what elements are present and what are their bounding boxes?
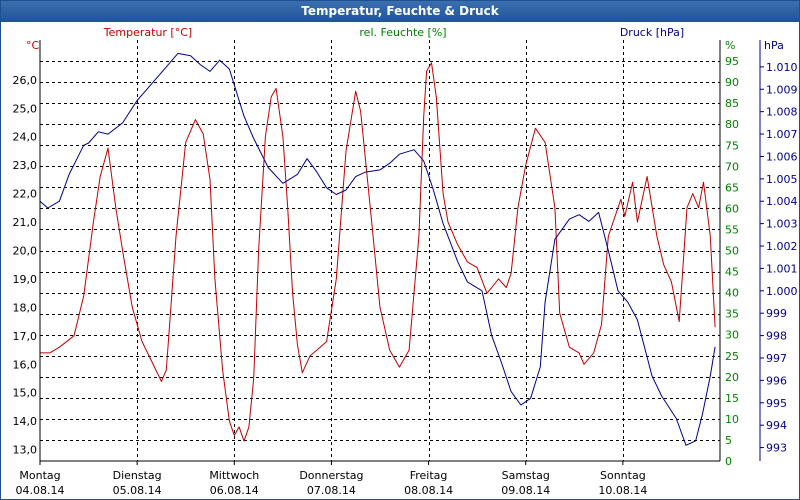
grid-lines	[40, 40, 720, 461]
humidity-tick-label: 35	[725, 308, 739, 321]
pressure-tick-label: 1.008	[766, 106, 798, 119]
humidity-tick-label: 85	[725, 97, 739, 110]
x-tick-day-label: Dienstag	[113, 469, 162, 482]
humidity-tick-label: 60	[725, 202, 739, 215]
temperature-tick-label: 23,0	[13, 159, 38, 172]
pressure-tick-label: 1.002	[766, 240, 798, 253]
pressure-tick-label: 994	[766, 419, 787, 432]
labels-layer: Temperatur [°C] rel. Feuchte [%] Druck […	[13, 26, 798, 497]
temperature-axis-title: Temperatur [°C]	[103, 26, 192, 39]
temperature-tick-label: 19,0	[13, 273, 38, 286]
x-tick-date-label: 06.08.14	[210, 484, 259, 497]
x-tick-day-label: Freitag	[410, 469, 448, 482]
x-tick-date-label: 09.08.14	[501, 484, 550, 497]
pressure-tick-label: 1.001	[766, 262, 798, 275]
humidity-tick-label: 45	[725, 266, 739, 279]
pressure-tick-label: 1.004	[766, 195, 798, 208]
pressure-tick-label: 1.003	[766, 218, 798, 231]
pressure-tick-label: 1.000	[766, 285, 798, 298]
humidity-tick-label: 75	[725, 139, 739, 152]
temperature-tick-label: 14,0	[13, 415, 38, 428]
temperature-tick-label: 21,0	[13, 216, 38, 229]
humidity-tick-label: 80	[725, 118, 739, 131]
humidity-axis-title: rel. Feuchte [%]	[359, 26, 446, 39]
pressure-tick-label: 996	[766, 374, 787, 387]
humidity-tick-label: 95	[725, 55, 739, 68]
x-tick-date-label: 04.08.14	[16, 484, 65, 497]
humidity-unit-label: %	[725, 39, 735, 52]
humidity-tick-label: 70	[725, 160, 739, 173]
x-tick-day-label: Donnerstag	[299, 469, 363, 482]
window-title: Temperatur, Feuchte & Druck	[1, 1, 799, 22]
x-tick-day-label: Samstag	[502, 469, 550, 482]
pressure-tick-label: 1.007	[766, 128, 798, 141]
humidity-tick-label: 55	[725, 223, 739, 236]
series-line-temperature	[40, 62, 716, 442]
humidity-tick-label: 0	[725, 455, 732, 468]
pressure-tick-label: 1.006	[766, 150, 798, 163]
temperature-tick-label: 17,0	[13, 330, 38, 343]
x-tick-day-label: Montag	[19, 469, 60, 482]
temperature-tick-label: 13,0	[13, 444, 38, 457]
x-tick-date-label: 10.08.14	[598, 484, 647, 497]
x-tick-day-label: Mittwoch	[209, 469, 259, 482]
humidity-tick-label: 20	[725, 371, 739, 384]
x-tick-date-label: 08.08.14	[404, 484, 453, 497]
pressure-tick-label: 1.005	[766, 173, 798, 186]
x-tick-date-label: 07.08.14	[307, 484, 356, 497]
pressure-tick-label: 995	[766, 397, 787, 410]
axes-layer	[39, 40, 761, 462]
temperature-tick-label: 24,0	[13, 131, 38, 144]
series-layer	[39, 52, 716, 446]
x-tick-day-label: Sonntag	[600, 469, 646, 482]
x-tick-date-label: 05.08.14	[113, 484, 162, 497]
humidity-tick-label: 5	[725, 434, 732, 447]
temperature-tick-label: 16,0	[13, 358, 38, 371]
pressure-tick-label: 1.010	[766, 61, 798, 74]
humidity-tick-label: 90	[725, 76, 739, 89]
humidity-tick-label: 25	[725, 350, 739, 363]
humidity-tick-label: 50	[725, 245, 739, 258]
pressure-tick-label: 997	[766, 352, 787, 365]
temperature-tick-label: 15,0	[13, 387, 38, 400]
temperature-tick-label: 18,0	[13, 301, 38, 314]
pressure-unit-label: hPa	[764, 39, 784, 52]
humidity-tick-label: 10	[725, 413, 739, 426]
temperature-tick-label: 26,0	[13, 74, 38, 87]
temperature-tick-label: 22,0	[13, 188, 38, 201]
series-line-pressure	[39, 52, 716, 446]
pressure-tick-label: 1.009	[766, 83, 798, 96]
temperature-tick-label: 25,0	[13, 102, 38, 115]
temperature-tick-label: 20,0	[13, 245, 38, 258]
pressure-tick-label: 999	[766, 307, 787, 320]
humidity-tick-label: 65	[725, 181, 739, 194]
humidity-tick-label: 30	[725, 329, 739, 342]
humidity-tick-label: 40	[725, 287, 739, 300]
pressure-tick-label: 998	[766, 330, 787, 343]
temperature-unit-label: °C	[26, 39, 40, 52]
humidity-tick-label: 15	[725, 392, 739, 405]
pressure-tick-label: 993	[766, 442, 787, 455]
pressure-axis-title: Druck [hPa]	[620, 26, 684, 39]
